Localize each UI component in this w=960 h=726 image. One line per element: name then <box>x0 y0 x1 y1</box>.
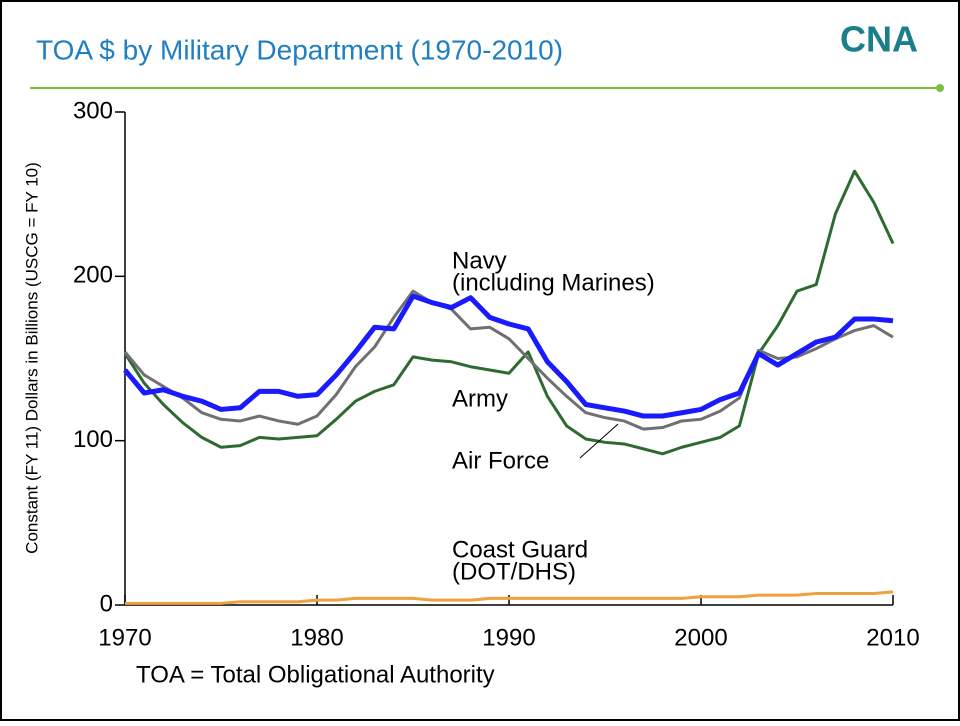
series-sublabel: (DOT/DHS) <box>452 558 576 585</box>
series-label: Air Force <box>452 447 549 474</box>
y-tick-label: 300 <box>73 97 113 124</box>
x-tick-label: 2010 <box>866 624 919 651</box>
logo: CNA <box>840 19 918 60</box>
series-sublabel: (including Marines) <box>452 269 655 296</box>
series-line <box>125 590 894 605</box>
x-tick-label: 2000 <box>674 624 727 651</box>
y-axis-label: Constant (FY 11) Dollars in Billions (US… <box>22 162 41 554</box>
series-line <box>123 169 895 456</box>
series-line <box>123 293 894 419</box>
title-rule-dot <box>936 84 944 92</box>
series-label: Coast Guard <box>452 536 588 563</box>
series-line <box>123 289 894 431</box>
label-pointer <box>579 423 619 459</box>
y-tick-label: 200 <box>73 262 113 289</box>
x-tick-label: 1970 <box>98 624 151 651</box>
series-label: Navy <box>452 247 507 274</box>
x-tick-label: 1980 <box>290 624 343 651</box>
x-tick-label: 1990 <box>482 624 535 651</box>
footnote: TOA = Total Obligational Authority <box>136 661 495 688</box>
y-tick-label: 0 <box>100 590 113 617</box>
series-label: Army <box>452 385 508 412</box>
y-tick-label: 100 <box>73 426 113 453</box>
chart-title: TOA $ by Military Department (1970-2010) <box>36 34 563 65</box>
